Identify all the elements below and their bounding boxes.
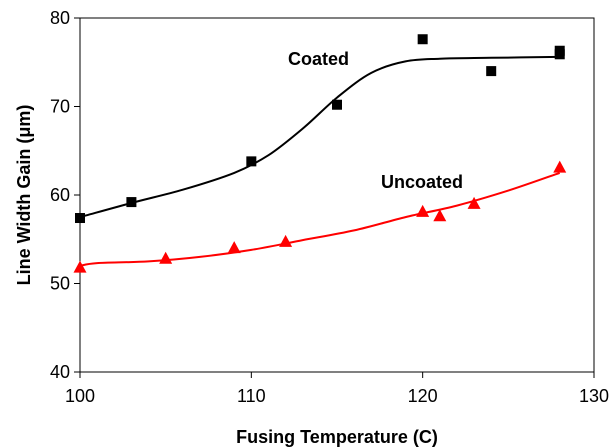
data-point-coated [486,66,497,77]
y-tick-label: 70 [50,97,70,117]
data-markers [73,34,567,273]
data-point-coated [332,99,342,110]
y-tick-label: 80 [50,8,70,28]
y-axis: 40 50 60 70 80 [50,8,80,382]
y-tick-label: 60 [50,185,70,205]
fit-curves [79,55,561,267]
data-point-uncoated [227,241,241,254]
x-axis: 100 110 120 130 [65,372,609,406]
data-point-coated [126,197,137,208]
data-point-coated [554,49,565,60]
data-point-uncoated [159,251,173,264]
fit-line-uncoated [79,171,561,267]
plot-area [79,17,595,373]
data-point-uncoated [73,260,87,273]
plot-frame [79,17,595,373]
y-tick-label: 40 [50,362,70,382]
x-tick-label: 110 [237,386,266,406]
data-point-uncoated [553,160,567,173]
x-tick-label: 120 [408,386,438,406]
data-point-coated [75,213,85,224]
data-point-uncoated [433,209,447,222]
data-point-coated [417,34,428,45]
x-tick-label: 130 [579,386,609,406]
x-axis-title: Fusing Temperature (C) [236,427,438,447]
x-tick-label: 100 [65,386,95,406]
series-label-coated: Coated [288,49,349,69]
data-point-uncoated [467,196,481,209]
series-label-uncoated: Uncoated [381,172,463,192]
data-point-uncoated [279,234,293,247]
data-point-uncoated [416,204,430,217]
y-tick-label: 50 [50,274,70,294]
fit-line-coated [79,55,560,219]
y-axis-title: Line Width Gain (μm) [14,105,34,286]
data-point-coated [246,156,257,167]
